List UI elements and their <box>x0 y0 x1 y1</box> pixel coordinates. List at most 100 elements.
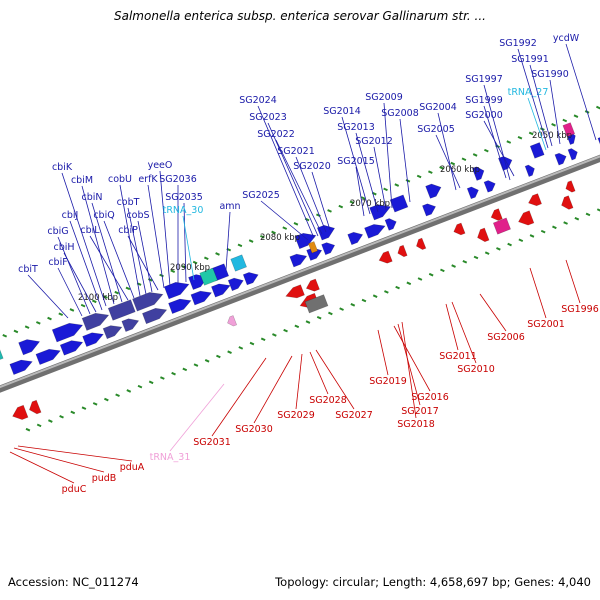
forward-gene-label: tRNA_27 <box>508 87 549 98</box>
reverse-gene-label: SG2029 <box>277 410 315 421</box>
scale-tick-lower <box>25 427 31 432</box>
forward-label-leader <box>267 122 319 237</box>
scale-tick-upper <box>484 148 489 153</box>
rna-feature-5 <box>308 241 318 254</box>
forward-label-leader <box>483 120 515 177</box>
forward-label-leader <box>355 166 365 217</box>
forward-label-leader <box>355 132 379 213</box>
scale-tick-upper <box>506 140 512 144</box>
reverse-gene-5 <box>416 237 427 250</box>
scale-tick-upper <box>450 161 456 166</box>
scale-tick-lower <box>238 346 244 350</box>
reverse-gene-4 <box>397 244 408 258</box>
scale-tick-upper <box>248 239 254 243</box>
reverse-label-leader <box>211 357 267 437</box>
reverse-label-leader <box>401 321 417 419</box>
forward-label-leader <box>483 84 511 181</box>
scale-tick-upper <box>24 325 30 329</box>
scale-tick-lower <box>249 341 255 346</box>
forward-gene-label: SG2022 <box>257 129 295 140</box>
reverse-label-leader <box>253 355 293 424</box>
forward-gene-19 <box>422 203 437 217</box>
reverse-gene-label: SG2006 <box>487 332 525 343</box>
reverse-gene-label: SG2001 <box>527 319 565 330</box>
scale-tick-upper <box>528 131 534 136</box>
scale-tick-upper <box>35 321 41 325</box>
forward-label-leader <box>373 146 387 211</box>
genome-summary-text: Topology: circular; Length: 4,658,697 bp… <box>275 575 591 589</box>
scale-tick-lower <box>473 255 479 260</box>
reverse-pink-feature <box>492 217 511 235</box>
forward-gene-outer-9 <box>294 232 317 250</box>
forward-gene-22 <box>524 164 535 177</box>
reverse-gene-label: tRNA_31 <box>150 452 191 463</box>
reverse-gene-8 <box>528 193 542 207</box>
reverse-label-leader <box>17 445 133 462</box>
reverse-gray-feature <box>304 294 329 314</box>
scale-tick-lower <box>115 393 120 398</box>
reverse-gene-outer-5 <box>518 210 535 226</box>
reverse-gene-label: SG2018 <box>397 419 435 430</box>
forward-gene-label: cbiL <box>80 225 100 236</box>
forward-label-leader <box>275 139 323 235</box>
scale-tick-upper <box>47 316 52 321</box>
scale-tick-lower <box>216 354 221 359</box>
scale-tick-lower <box>361 298 367 303</box>
scale-tick-lower <box>59 414 64 419</box>
reverse-gene-outer-1 <box>12 404 29 420</box>
reverse-gene-2 <box>305 278 320 292</box>
reverse-label-leader <box>565 259 581 304</box>
scale-tick-upper <box>416 174 422 179</box>
forward-label-leader <box>27 274 69 319</box>
forward-gene-label: cbiT <box>18 264 38 275</box>
scale-tick-upper <box>596 105 600 110</box>
rna-feature-4 <box>562 122 576 138</box>
reverse-gene-label: SG2016 <box>411 392 449 403</box>
forward-label-leader <box>69 220 103 311</box>
scale-tick-lower <box>395 285 400 290</box>
genome-backbone <box>0 154 600 393</box>
forward-label-leader <box>81 185 115 305</box>
forward-label-leader <box>383 102 393 209</box>
reverse-gene-label: SG2010 <box>457 364 495 375</box>
rna-feature-1 <box>199 267 218 286</box>
scale-tick-upper <box>181 265 187 269</box>
forward-label-leader <box>435 134 461 189</box>
forward-gene-label: cobS <box>126 210 149 221</box>
scale-tick-upper <box>114 290 120 295</box>
scale-tick-upper <box>383 187 388 192</box>
forward-label-leader <box>295 156 327 233</box>
reverse-gene-label: SG2030 <box>235 424 273 435</box>
forward-gene-label: SG2020 <box>293 161 331 172</box>
scale-tick-lower <box>104 397 109 402</box>
reverse-gene-label: SG2028 <box>309 395 347 406</box>
accession-text: Accession: NC_011274 <box>8 575 139 589</box>
forward-gene-label: cbiN <box>82 192 103 203</box>
scale-tick-upper <box>271 230 276 235</box>
forward-label-leader <box>57 236 91 315</box>
scale-tick-upper <box>192 260 198 265</box>
scale-tick-upper <box>125 286 131 291</box>
scale-tick-lower <box>305 320 311 324</box>
forward-gene-outer-12 <box>389 194 409 213</box>
forward-gene-label: cbiJ <box>62 210 79 221</box>
scale-tick-upper <box>360 196 366 200</box>
scale-tick-lower <box>552 225 557 230</box>
forward-gene-label: SG2013 <box>337 122 375 133</box>
scale-tick-lower <box>81 406 87 410</box>
scale-tick-lower <box>462 259 468 264</box>
scale-tick-lower <box>204 359 210 363</box>
scale-tick-lower <box>328 311 333 316</box>
forward-label-leader <box>182 215 195 281</box>
reverse-gene-outer-4 <box>477 227 490 243</box>
forward-label-leader <box>137 220 153 293</box>
scale-tick-upper <box>147 278 153 282</box>
scale-tick-lower <box>126 389 132 393</box>
scale-tick-lower <box>372 294 378 298</box>
reverse-gene-label: SG2031 <box>193 437 231 448</box>
forward-gene-label: SG2035 <box>165 192 203 203</box>
forward-gene-25 <box>597 137 600 145</box>
forward-gene-label: ycdW <box>553 33 580 44</box>
forward-gene-outer-14 <box>471 166 485 181</box>
forward-label-leader <box>103 220 135 299</box>
